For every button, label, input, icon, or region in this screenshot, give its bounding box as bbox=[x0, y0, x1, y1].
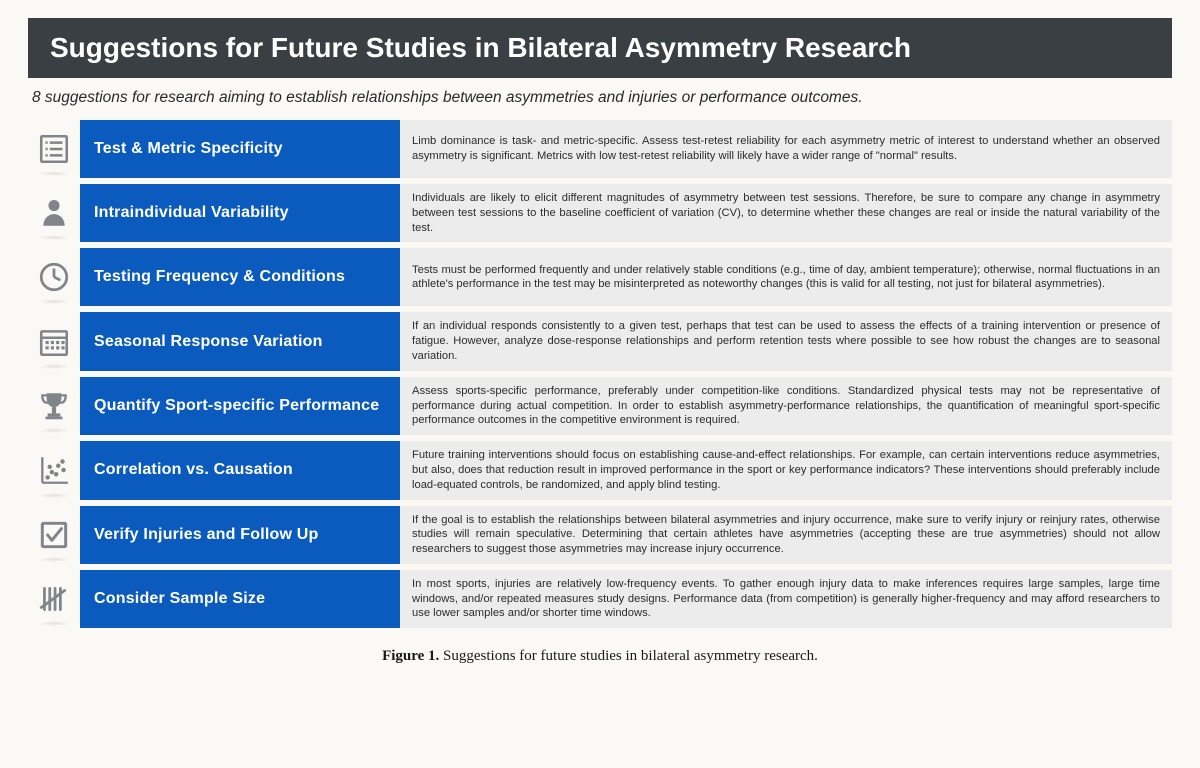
suggestion-title: Verify Injuries and Follow Up bbox=[80, 506, 400, 564]
clock-icon bbox=[28, 248, 80, 306]
list-item: Verify Injuries and Follow UpIf the goal… bbox=[28, 506, 1172, 564]
suggestion-description: Assess sports-specific performance, pref… bbox=[400, 377, 1172, 435]
calendar-icon bbox=[28, 312, 80, 370]
list-icon bbox=[28, 120, 80, 178]
list-item: Seasonal Response VariationIf an individ… bbox=[28, 312, 1172, 370]
list-item: Testing Frequency & ConditionsTests must… bbox=[28, 248, 1172, 306]
figure-caption: Figure 1. Suggestions for future studies… bbox=[28, 648, 1172, 665]
caption-text: Suggestions for future studies in bilate… bbox=[439, 648, 818, 664]
list-item: Correlation vs. CausationFuture training… bbox=[28, 441, 1172, 499]
suggestion-description: Limb dominance is task- and metric-speci… bbox=[400, 120, 1172, 178]
suggestion-title: Seasonal Response Variation bbox=[80, 312, 400, 370]
suggestion-title: Correlation vs. Causation bbox=[80, 441, 400, 499]
list-item: Intraindividual VariabilityIndividuals a… bbox=[28, 184, 1172, 242]
page-title: Suggestions for Future Studies in Bilate… bbox=[28, 18, 1172, 78]
suggestion-title: Testing Frequency & Conditions bbox=[80, 248, 400, 306]
caption-label: Figure 1. bbox=[382, 648, 439, 664]
suggestion-title: Intraindividual Variability bbox=[80, 184, 400, 242]
suggestion-description: Individuals are likely to elicit differe… bbox=[400, 184, 1172, 242]
suggestions-list: Test & Metric SpecificityLimb dominance … bbox=[28, 120, 1172, 628]
page-subtitle: 8 suggestions for research aiming to est… bbox=[32, 88, 1168, 108]
suggestion-description: If an individual responds consistently t… bbox=[400, 312, 1172, 370]
suggestion-description: Future training interventions should foc… bbox=[400, 441, 1172, 499]
tally-icon bbox=[28, 570, 80, 628]
suggestion-title: Test & Metric Specificity bbox=[80, 120, 400, 178]
suggestion-title: Quantify Sport-specific Performance bbox=[80, 377, 400, 435]
suggestion-description: Tests must be performed frequently and u… bbox=[400, 248, 1172, 306]
person-icon bbox=[28, 184, 80, 242]
suggestion-description: In most sports, injuries are relatively … bbox=[400, 570, 1172, 628]
trophy-icon bbox=[28, 377, 80, 435]
suggestion-title: Consider Sample Size bbox=[80, 570, 400, 628]
suggestion-description: If the goal is to establish the relation… bbox=[400, 506, 1172, 564]
scatter-icon bbox=[28, 441, 80, 499]
list-item: Quantify Sport-specific PerformanceAsses… bbox=[28, 377, 1172, 435]
list-item: Consider Sample SizeIn most sports, inju… bbox=[28, 570, 1172, 628]
checkbox-icon bbox=[28, 506, 80, 564]
list-item: Test & Metric SpecificityLimb dominance … bbox=[28, 120, 1172, 178]
